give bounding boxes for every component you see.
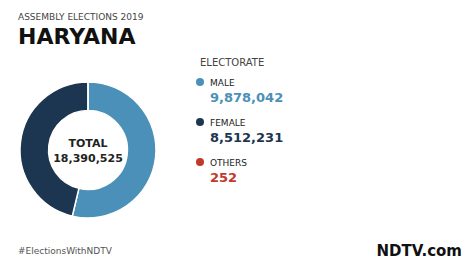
title: HARYANA xyxy=(18,24,135,49)
data-label: 8,512,231 xyxy=(210,130,283,145)
legend-label: MALE xyxy=(210,78,235,88)
total-value: 18,390,525 xyxy=(53,152,123,165)
legend-bullet xyxy=(196,158,204,166)
electorate-label: ELECTORATE xyxy=(200,57,264,68)
brand: NDTV.com xyxy=(377,242,462,260)
subtitle: ASSEMBLY ELECTIONS 2019 xyxy=(18,12,144,22)
data-label: 252 xyxy=(210,170,237,185)
legend-bullet xyxy=(196,78,204,86)
data-label: 9,878,042 xyxy=(210,90,283,105)
legend: MALE 9,878,042 FEMALE 8,512,231 OTHERS 252 xyxy=(196,78,283,185)
legend-bullet xyxy=(196,118,204,126)
donut xyxy=(20,82,156,218)
chart: ASSEMBLY ELECTIONS 2019 HARYANA TOTAL 18,39… xyxy=(0,0,474,265)
hashtag: #ElectionsWithNDTV xyxy=(18,246,113,256)
legend-label: OTHERS xyxy=(210,158,247,168)
slice xyxy=(87,82,89,111)
total-label: TOTAL xyxy=(68,137,107,150)
legend-label: FEMALE xyxy=(210,118,246,128)
